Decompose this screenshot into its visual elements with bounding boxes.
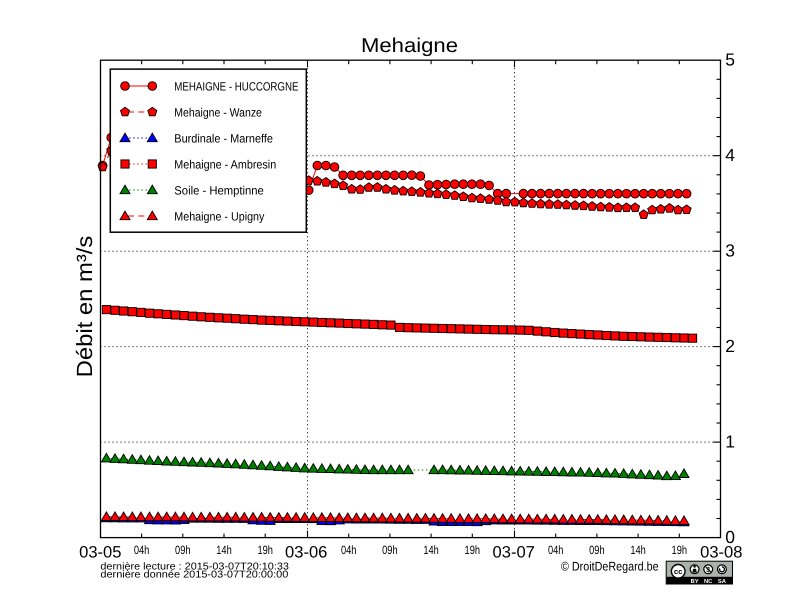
svg-text:MEHAIGNE - HUCCORGNE: MEHAIGNE - HUCCORGNE xyxy=(174,80,298,94)
svg-text:Mehaigne - Ambresin: Mehaigne - Ambresin xyxy=(174,158,276,172)
svg-text:03-06: 03-06 xyxy=(285,544,327,562)
svg-text:cc: cc xyxy=(674,567,683,576)
svg-text:19h: 19h xyxy=(465,543,481,557)
svg-text:dernière donnée 2015-03-07T20: dernière donnée 2015-03-07T20:00:00 xyxy=(100,569,288,580)
svg-text:1: 1 xyxy=(725,432,735,452)
svg-text:SA: SA xyxy=(718,578,727,585)
svg-text:19h: 19h xyxy=(257,543,273,557)
svg-text:09h: 09h xyxy=(175,543,191,557)
svg-text:Mehaigne - Wanze: Mehaigne - Wanze xyxy=(174,106,262,120)
svg-text:19h: 19h xyxy=(672,543,688,557)
svg-text:Burdinale - Marneffe: Burdinale - Marneffe xyxy=(174,132,273,146)
svg-text:3: 3 xyxy=(725,241,735,261)
svg-text:14h: 14h xyxy=(216,543,232,557)
svg-text:4: 4 xyxy=(725,145,735,165)
svg-text:Mehaigne - Upigny: Mehaigne - Upigny xyxy=(174,210,264,224)
svg-text:dernière lecture : 2015-03-07T: dernière lecture : 2015-03-07T20:10:33 xyxy=(100,561,289,572)
svg-text:Débit en m³/s: Débit en m³/s xyxy=(72,236,97,378)
svg-text:Mehaigne: Mehaigne xyxy=(361,35,458,57)
svg-text:Soile - Hemptinne: Soile - Hemptinne xyxy=(174,184,264,198)
svg-text:5: 5 xyxy=(725,50,735,70)
svg-text:14h: 14h xyxy=(630,543,646,557)
svg-text:04h: 04h xyxy=(341,543,357,557)
svg-text:09h: 09h xyxy=(589,543,605,557)
svg-text:0: 0 xyxy=(725,527,735,547)
svg-text:NC: NC xyxy=(704,578,713,585)
svg-text:03-05: 03-05 xyxy=(79,544,121,562)
svg-text:2: 2 xyxy=(725,336,735,356)
svg-text:09h: 09h xyxy=(382,543,398,557)
svg-text:04h: 04h xyxy=(134,543,150,557)
svg-text:03-08: 03-08 xyxy=(700,544,742,562)
svg-text:03-07: 03-07 xyxy=(493,544,535,562)
svg-text:© DroitDeRegard.be: © DroitDeRegard.be xyxy=(561,560,659,574)
svg-text:14h: 14h xyxy=(423,543,439,557)
svg-text:BY: BY xyxy=(691,579,699,585)
svg-text:04h: 04h xyxy=(548,543,564,557)
